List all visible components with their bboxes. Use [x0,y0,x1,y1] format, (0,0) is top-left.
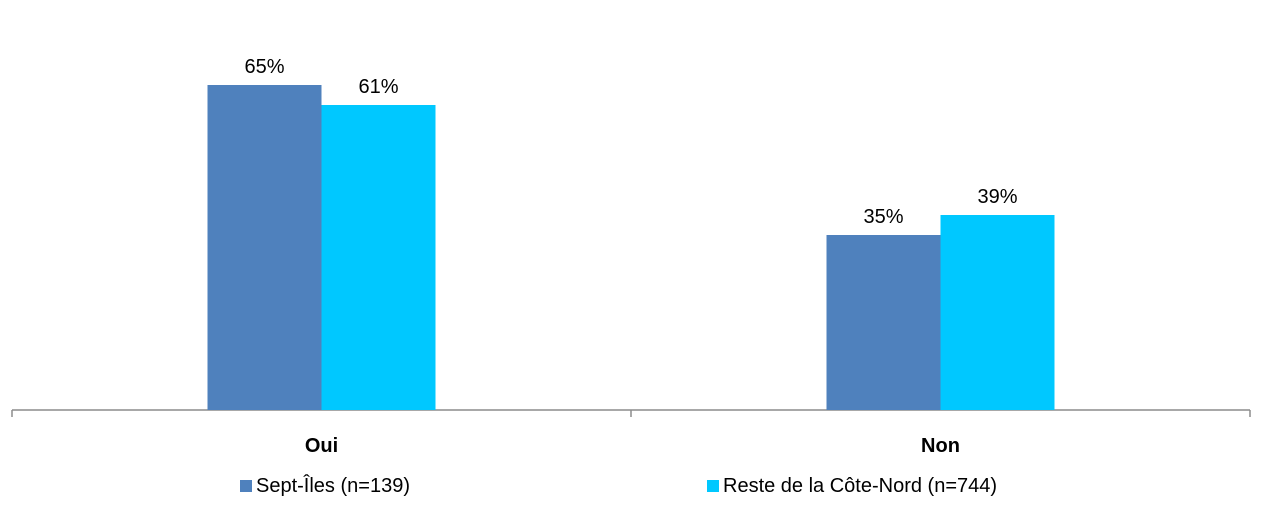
data-label-oui-series-2: 61% [358,76,398,98]
bar-non-series-1 [826,235,941,410]
bar-oui-series-1 [207,85,322,410]
legend-label-reste-cote-nord: Reste de la Côte-Nord (n=744) [723,474,998,497]
data-label-non-series-1: 35% [863,206,903,228]
legend: Sept-Îles (n=139) Reste de la Côte-Nord … [0,466,1262,506]
data-label-oui-series-1: 65% [244,56,284,78]
category-label-non: Non [921,435,960,457]
legend-swatch-sept-iles [240,480,252,492]
legend-label-sept-iles: Sept-Îles (n=139) [256,474,410,497]
bar-chart-plot: 65% 61% Oui 35% 39% Non [11,56,1251,457]
data-label-non-series-2: 39% [977,186,1017,208]
legend-swatch-reste-cote-nord [707,480,719,492]
category-label-oui: Oui [305,435,338,457]
legend-item-sept-iles: Sept-Îles (n=139) [240,466,410,506]
bar-oui-series-2 [321,105,436,410]
bar-non-series-2 [940,215,1055,410]
legend-item-reste-cote-nord: Reste de la Côte-Nord (n=744) [707,466,997,506]
